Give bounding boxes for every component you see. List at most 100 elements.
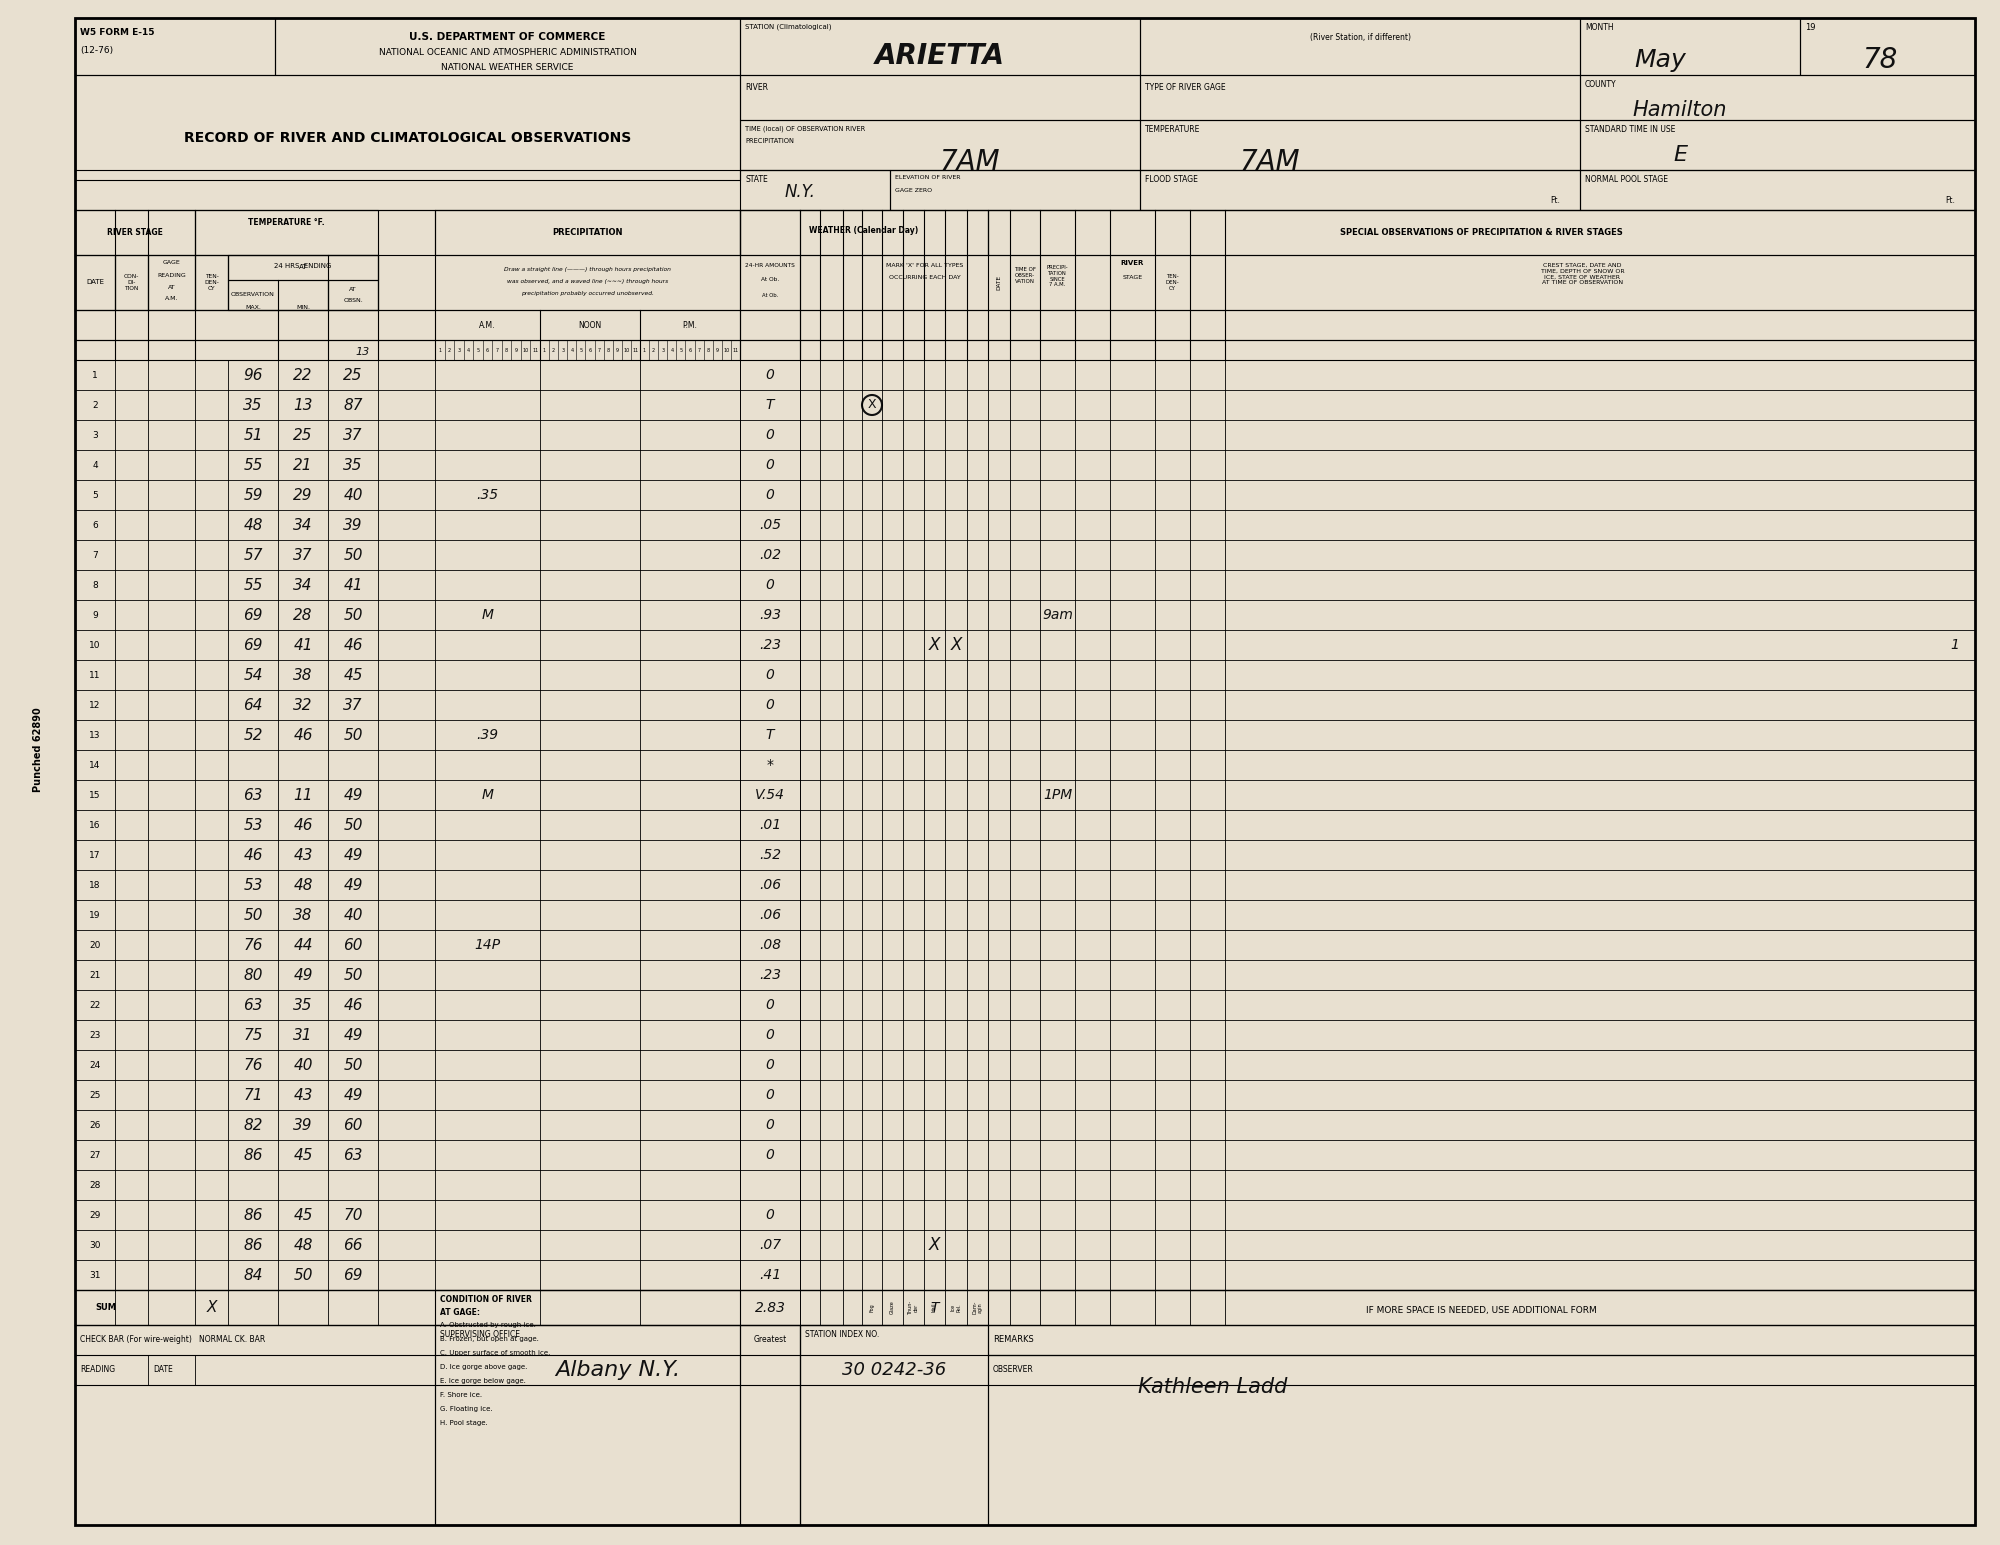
Text: 16: 16	[90, 820, 100, 830]
Text: 44: 44	[294, 938, 312, 953]
Bar	[740, 76, 1140, 121]
Text: 53: 53	[244, 817, 262, 833]
Text: 8: 8	[92, 581, 98, 590]
Text: .52: .52	[758, 848, 782, 862]
Text: 17: 17	[90, 850, 100, 859]
Bar	[1140, 19, 1580, 76]
Text: 10: 10	[90, 641, 100, 649]
Text: A. Obstructed by rough ice.: A. Obstructed by rough ice.	[440, 1323, 536, 1329]
Text: 46: 46	[344, 638, 362, 652]
Text: Ft.: Ft.	[1550, 196, 1560, 205]
Bar	[196, 210, 378, 255]
Bar	[740, 210, 988, 255]
Text: 10: 10	[724, 348, 730, 352]
Text: 43: 43	[294, 848, 312, 862]
Text: .01: .01	[758, 817, 782, 833]
Text: 71: 71	[244, 1088, 262, 1103]
Text: 41: 41	[344, 578, 362, 592]
Text: 45: 45	[294, 1208, 312, 1222]
Text: May: May	[1634, 48, 1686, 73]
Text: 0: 0	[766, 368, 774, 382]
Text: 64: 64	[244, 697, 262, 712]
Bar	[890, 170, 1140, 210]
Text: 31: 31	[294, 1027, 312, 1043]
Text: 35: 35	[344, 457, 362, 473]
Text: 31: 31	[90, 1270, 100, 1279]
Text: 9am: 9am	[1042, 609, 1072, 623]
Text: 6: 6	[486, 348, 490, 352]
Text: OBSERVER: OBSERVER	[992, 1364, 1034, 1374]
Text: TEN-
DEN-
CY: TEN- DEN- CY	[204, 273, 218, 290]
Text: DATE: DATE	[996, 275, 1002, 290]
Bar	[116, 255, 148, 311]
Bar	[1140, 170, 1580, 210]
Text: REMARKS: REMARKS	[992, 1335, 1034, 1344]
Text: 37: 37	[344, 428, 362, 442]
Text: .06: .06	[758, 908, 782, 922]
Text: Punched 62890: Punched 62890	[32, 708, 44, 793]
Text: WEATHER (Calendar Day): WEATHER (Calendar Day)	[810, 226, 918, 235]
Text: 2: 2	[92, 400, 98, 409]
Text: 69: 69	[344, 1267, 362, 1282]
Text: 86: 86	[244, 1208, 262, 1222]
Text: NOON: NOON	[578, 320, 602, 329]
Text: 86: 86	[244, 1148, 262, 1162]
Bar	[228, 255, 378, 280]
Text: 1PM: 1PM	[1042, 788, 1072, 802]
Text: 63: 63	[244, 788, 262, 802]
Text: 13: 13	[90, 731, 100, 740]
Bar	[148, 255, 196, 311]
Text: Draw a straight line (———) through hours precipitation: Draw a straight line (———) through hours…	[504, 267, 670, 272]
Text: MARK 'X' FOR ALL TYPES: MARK 'X' FOR ALL TYPES	[886, 263, 964, 267]
Text: DATE: DATE	[86, 280, 104, 286]
Text: 55: 55	[244, 578, 262, 592]
Text: 24: 24	[90, 1060, 100, 1069]
Text: 70: 70	[344, 1208, 362, 1222]
Text: 35: 35	[244, 397, 262, 413]
Bar	[1140, 121, 1580, 170]
Text: 40: 40	[344, 907, 362, 922]
Bar	[988, 210, 1976, 255]
Text: 52: 52	[244, 728, 262, 743]
Text: 87: 87	[344, 397, 362, 413]
Text: G. Floating ice.: G. Floating ice.	[440, 1406, 492, 1412]
Text: (River Station, if different): (River Station, if different)	[1310, 32, 1410, 42]
Text: RIVER: RIVER	[744, 83, 768, 93]
Text: T: T	[930, 1301, 938, 1315]
Text: AT GAGE:: AT GAGE:	[440, 1309, 480, 1316]
Text: H. Pool stage.: H. Pool stage.	[440, 1420, 488, 1426]
Text: M: M	[482, 788, 494, 802]
Text: TEMPERATURE °F.: TEMPERATURE °F.	[248, 218, 324, 227]
Text: (12-76): (12-76)	[80, 46, 114, 56]
Text: 0: 0	[766, 667, 774, 681]
Text: PRECIPITATION: PRECIPITATION	[552, 229, 622, 236]
Text: U.S. DEPARTMENT OF COMMERCE: U.S. DEPARTMENT OF COMMERCE	[410, 32, 606, 42]
Text: .23: .23	[758, 638, 782, 652]
Text: 40: 40	[294, 1057, 312, 1072]
Text: Ft.: Ft.	[1944, 196, 1954, 205]
Text: 13: 13	[294, 397, 312, 413]
Text: 0: 0	[766, 1148, 774, 1162]
Text: 40: 40	[344, 488, 362, 502]
Text: T: T	[766, 399, 774, 413]
Text: 7: 7	[598, 348, 600, 352]
Text: 14P: 14P	[474, 938, 500, 952]
Text: *: *	[766, 759, 774, 772]
Text: 5: 5	[680, 348, 682, 352]
Text: .05: .05	[758, 518, 782, 531]
Text: TIME OF
OBSER-
VATION: TIME OF OBSER- VATION	[1014, 267, 1036, 284]
Text: STAGE: STAGE	[1122, 275, 1142, 280]
Text: 12: 12	[90, 700, 100, 709]
Text: 0: 0	[766, 1027, 774, 1041]
Bar	[76, 76, 740, 181]
Text: Hail: Hail	[932, 1302, 936, 1312]
Text: SUM: SUM	[96, 1302, 116, 1312]
Text: 11: 11	[90, 671, 100, 680]
Text: M: M	[482, 609, 494, 623]
Text: 78: 78	[1862, 46, 1898, 74]
Text: 1: 1	[438, 348, 442, 352]
Text: 34: 34	[294, 578, 312, 592]
Text: 30: 30	[90, 1241, 100, 1250]
Bar	[1580, 76, 1976, 121]
Text: 0: 0	[766, 428, 774, 442]
